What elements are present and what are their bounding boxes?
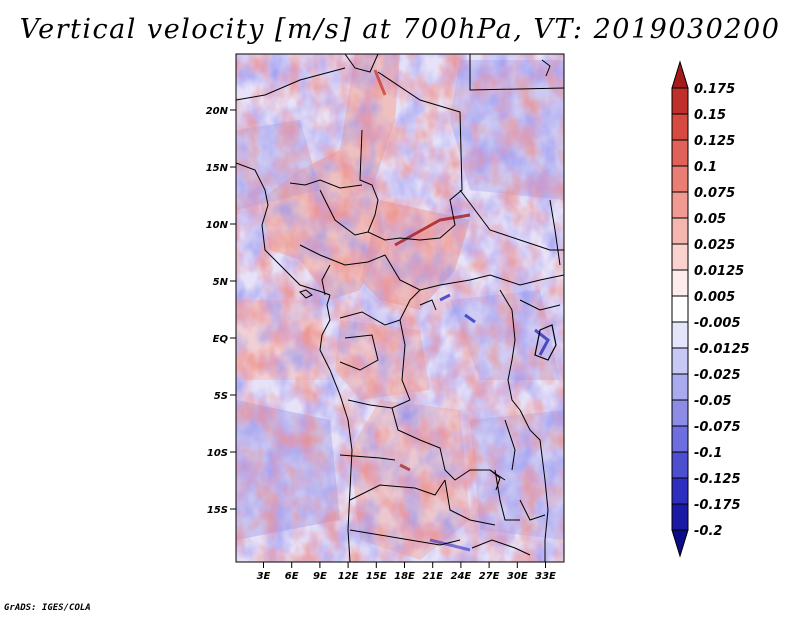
colorbar-level-label: 0.125 xyxy=(694,134,735,149)
colorbar-level-label: -0.1 xyxy=(694,446,722,461)
colorbar-top-arrow xyxy=(671,60,689,89)
colorbar-level-label: 0.0125 xyxy=(694,264,744,279)
lon-tick-label: 24E xyxy=(451,571,472,582)
lat-tick-label: 15N xyxy=(206,163,229,174)
colorbar-level-label: -0.025 xyxy=(694,368,741,383)
map-frame xyxy=(235,53,565,563)
lon-tick-label: 6E xyxy=(285,571,299,582)
colorbar-swatch xyxy=(671,503,689,531)
lon-tick-label: 9E xyxy=(313,571,327,582)
colorbar: 0.175 0.15 0.125 0.1 0.075 0.05 0.025 0.0125 0.0… xyxy=(671,60,750,558)
lon-tick-label: 15E xyxy=(366,571,387,582)
colorbar-level-label: 0.05 xyxy=(694,212,726,227)
lon-tick-label: 18E xyxy=(394,571,415,582)
lat-tick-label: EQ xyxy=(213,334,229,345)
lon-tick-label: 33E xyxy=(535,571,556,582)
colorbar-level-label: -0.175 xyxy=(694,498,741,513)
colorbar-level-label: -0.2 xyxy=(694,524,722,539)
lat-tick-label: 10N xyxy=(206,220,229,231)
country-borders xyxy=(236,54,564,562)
colorbar-level-label: 0.15 xyxy=(694,108,726,123)
colorbar-level-label: -0.0125 xyxy=(694,342,750,357)
colorbar-level-label: 0.175 xyxy=(694,82,735,97)
colorbar-level-label: 0.005 xyxy=(694,290,735,305)
colorbar-swatch xyxy=(671,243,689,271)
longitude-axis: 3E 6E 9E 12E 15E 18E 21E 24E 27E 30E 33E xyxy=(257,562,556,582)
lat-tick-label: 5N xyxy=(213,277,229,288)
lat-tick-label: 10S xyxy=(207,448,228,459)
colorbar-swatch xyxy=(671,113,689,141)
colorbar-level-label: -0.075 xyxy=(694,420,741,435)
colorbar-swatch xyxy=(671,347,689,375)
colorbar-swatch xyxy=(671,191,689,219)
lon-tick-label: 30E xyxy=(507,571,528,582)
colorbar-swatch xyxy=(671,321,689,349)
colorbar-swatch xyxy=(671,165,689,193)
lon-tick-label: 3E xyxy=(257,571,271,582)
colorbar-level-label: 0.1 xyxy=(694,160,717,175)
lon-tick-label: 12E xyxy=(338,571,359,582)
map-area xyxy=(235,53,565,563)
grads-footer: GrADS: IGES/COLA xyxy=(4,603,91,613)
colorbar-level-label: 0.025 xyxy=(694,238,735,253)
lat-tick-label: 5S xyxy=(214,391,228,402)
colorbar-level-label: -0.05 xyxy=(694,394,731,409)
velocity-field xyxy=(236,54,564,562)
colorbar-swatch xyxy=(671,451,689,479)
colorbar-bottom-arrow xyxy=(671,529,689,558)
colorbar-swatch xyxy=(671,217,689,245)
colorbar-swatch xyxy=(671,477,689,505)
colorbar-swatch xyxy=(671,425,689,453)
colorbar-swatch xyxy=(671,295,689,323)
lat-tick-label: 15S xyxy=(207,505,228,516)
colorbar-swatch xyxy=(671,139,689,167)
lon-tick-label: 21E xyxy=(422,571,443,582)
map-title: Vertical velocity [m/s] at 700hPa, VT: 2… xyxy=(19,14,781,45)
colorbar-swatch xyxy=(671,399,689,427)
lat-tick-label: 20N xyxy=(206,106,229,117)
colorbar-swatch xyxy=(671,373,689,401)
lon-tick-label: 27E xyxy=(479,571,500,582)
colorbar-swatch xyxy=(671,269,689,297)
latitude-axis: 20N 15N 10N 5N EQ 5S 10S 15S xyxy=(206,106,236,516)
colorbar-level-label: 0.075 xyxy=(694,186,735,201)
colorbar-swatch xyxy=(671,87,689,115)
colorbar-level-label: -0.125 xyxy=(694,472,741,487)
colorbar-level-label: -0.005 xyxy=(694,316,741,331)
